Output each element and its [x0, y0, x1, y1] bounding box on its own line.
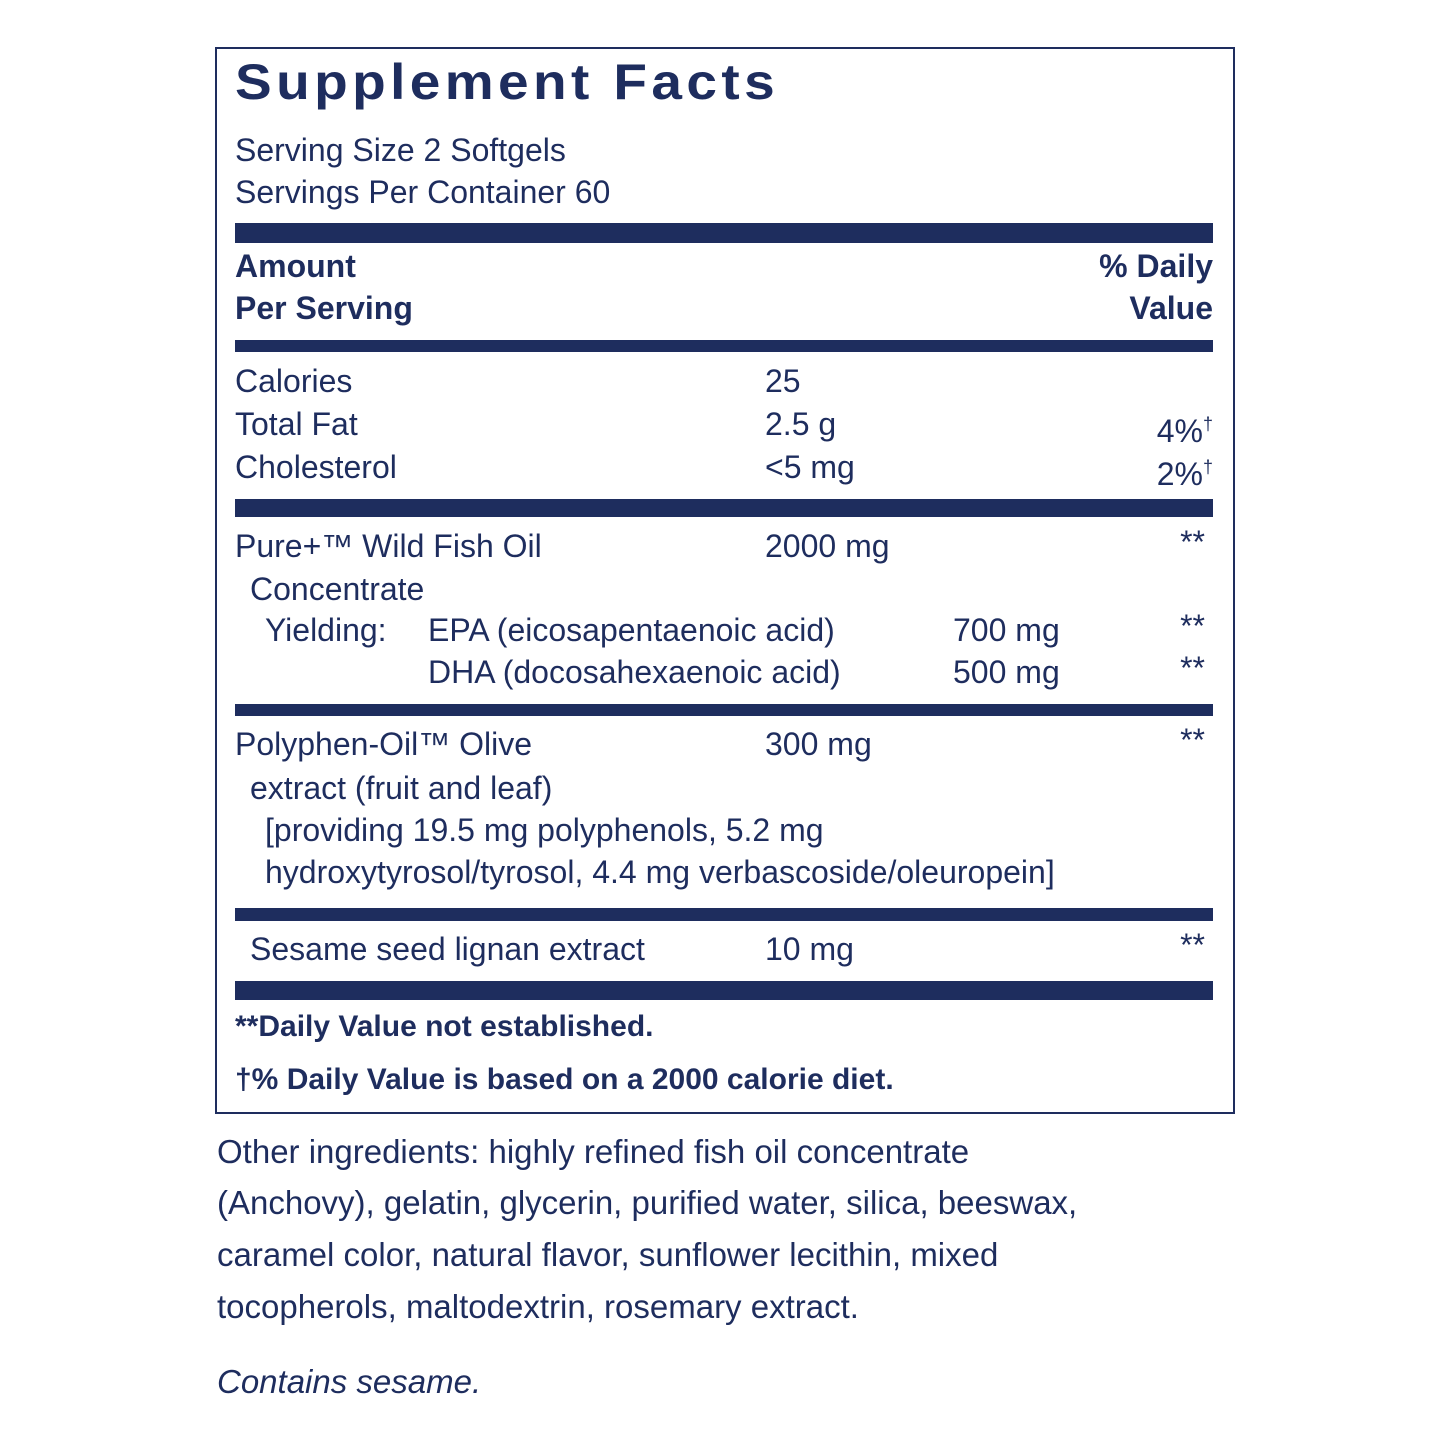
row-amount: 2000 mg: [765, 528, 890, 564]
dv: 4%: [1156, 413, 1203, 449]
divider: [235, 704, 1213, 716]
row-amount: 300 mg: [765, 726, 872, 762]
row-amount: 10 mg: [765, 931, 854, 967]
servings-per-container: Servings Per Container 60: [235, 174, 611, 210]
row-name: hydroxytyrosol/tyrosol, 4.4 mg verbascos…: [265, 854, 1055, 890]
row-amount: 25: [765, 363, 801, 399]
row-name: [providing 19.5 mg polyphenols, 5.2 mg: [265, 812, 824, 848]
row-dv: **: [1180, 524, 1205, 560]
allergen: Contains sesame.: [217, 1363, 482, 1400]
row-name: Calories: [235, 363, 353, 399]
ingredients-line: (Anchovy), gelatin, glycerin, purified w…: [217, 1184, 1078, 1221]
row-name: Polyphen-Oil™ Olive: [235, 726, 532, 762]
sub-dv: **: [1180, 650, 1205, 686]
row-name: Pure+™ Wild Fish Oil: [235, 528, 542, 564]
sub-amount: 700 mg: [953, 612, 1060, 648]
row-name: Sesame seed lignan extract: [250, 931, 645, 967]
serving-size: Serving Size 2 Softgels: [235, 132, 566, 168]
header: Value: [1129, 290, 1213, 326]
facts-panel: [215, 47, 1235, 1114]
sub-name: EPA (eicosapentaenoic acid): [428, 612, 835, 648]
header: Per Serving: [235, 290, 413, 326]
header: % Daily: [1099, 248, 1213, 284]
footnote: †% Daily Value is based on a 2000 calori…: [235, 1063, 894, 1096]
row-name: extract (fruit and leaf): [250, 770, 553, 806]
sub-name: DHA (docosahexaenoic acid): [428, 654, 841, 690]
sub-dv: **: [1180, 608, 1205, 644]
row-amount: 2.5 g: [765, 406, 837, 442]
dv-mark: †: [1202, 414, 1213, 434]
dv: 2%: [1156, 456, 1203, 492]
divider: [235, 340, 1213, 352]
divider: [235, 981, 1213, 1000]
row-amount: <5 mg: [765, 449, 855, 485]
row-dv: **: [1180, 927, 1205, 963]
row-name: Concentrate: [250, 571, 425, 607]
header: Amount: [235, 248, 356, 284]
dv-mark: †: [1202, 457, 1213, 477]
sub-amount: 500 mg: [953, 654, 1060, 690]
row-dv: 4%†: [1157, 404, 1213, 451]
divider: [235, 223, 1213, 243]
divider: [235, 908, 1213, 921]
row-dv: 2%†: [1157, 447, 1213, 494]
row-name: Cholesterol: [235, 449, 397, 485]
row-name: Total Fat: [235, 406, 358, 442]
footnote: **Daily Value not established.: [235, 1010, 654, 1043]
sub-label: Yielding:: [265, 612, 387, 648]
row-dv: **: [1180, 722, 1205, 758]
ingredients-line: tocopherols, maltodextrin, rosemary extr…: [217, 1288, 859, 1325]
ingredients-line: Other ingredients: highly refined fish o…: [217, 1133, 970, 1170]
ingredients-line: caramel color, natural flavor, sunflower…: [217, 1236, 999, 1273]
divider: [235, 499, 1213, 517]
title: Supplement Facts: [235, 54, 780, 110]
